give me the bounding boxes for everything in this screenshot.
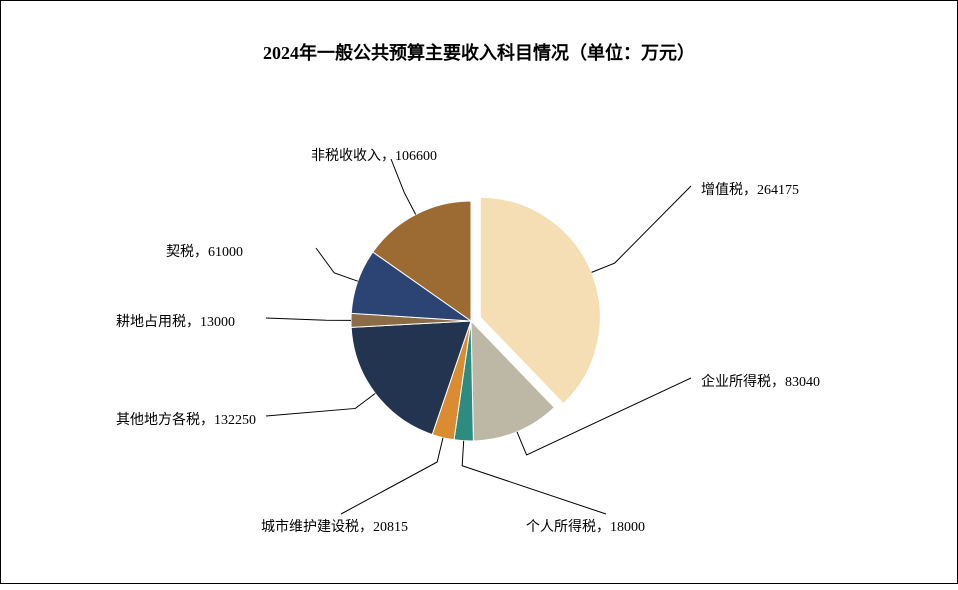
- leader-line: [592, 186, 691, 272]
- slice-label: 非税收收入，106600: [311, 145, 437, 165]
- slice-label: 增值税，264175: [701, 179, 799, 199]
- slice-label: 其他地方各税，132250: [116, 409, 256, 429]
- leader-line: [316, 248, 358, 281]
- leader-line: [341, 438, 443, 514]
- slice-label: 契税，61000: [166, 241, 243, 261]
- slice-label: 耕地占用税，13000: [116, 311, 235, 331]
- leader-line: [391, 159, 416, 215]
- pie-svg: [1, 1, 958, 585]
- leader-line: [266, 393, 375, 416]
- leader-line: [266, 318, 351, 320]
- slice-label: 个人所得税，18000: [526, 516, 645, 536]
- slice-label: 企业所得税，83040: [701, 371, 820, 391]
- pie-chart: [1, 1, 958, 585]
- slice-label: 城市维护建设税，20815: [261, 516, 408, 536]
